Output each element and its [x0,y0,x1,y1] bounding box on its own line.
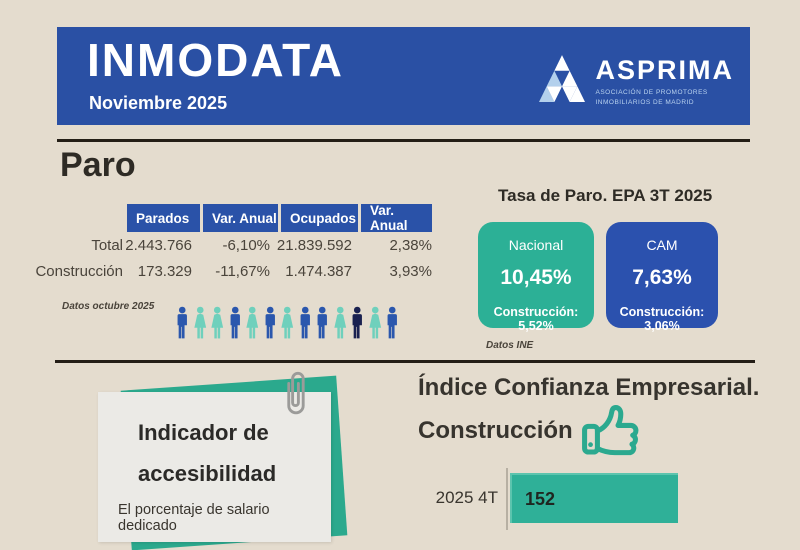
paro-section-title: Paro [60,146,136,184]
confianza-bar: 152 [510,473,678,523]
app-title: INMODATA [87,34,345,86]
card-cam-label: CAM [646,237,678,253]
issue-date: Noviembre 2025 [89,93,228,113]
card-nacional: Nacional 10,45% Construcción: 5,52% [478,222,594,333]
people-pictogram-row [175,304,400,343]
table-cell: 21.839.592 [276,237,352,254]
woman-icon [333,304,348,343]
ine-data-note: Datos INE [486,340,534,351]
man-icon [298,304,313,343]
asprima-logo: ASPRIMA ASOCIACIÓN DE PROMOTORES INMOBIL… [539,53,734,110]
woman-icon [193,304,208,343]
card-nacional-sub: Construcción: 5,52% [493,305,579,333]
divider-top [57,139,750,142]
table-cell: 173.329 [137,263,192,280]
table-header-var-anual-2: Var. Anual [361,203,432,233]
table-cell: -6,10% [222,237,270,254]
bar-category-label: 2025 4T [435,488,498,507]
woman-icon [280,304,295,343]
table-header-ocupados: Ocupados [281,204,358,232]
header-banner: INMODATA Noviembre 2025 ASPRIMA ASOCIACI… [57,27,750,125]
card-cam: CAM 7,63% Construcción: 3,06% [606,222,718,333]
tasa-paro-title: Tasa de Paro. EPA 3T 2025 [498,186,713,205]
man-icon [350,304,365,343]
asprima-logo-text: ASPRIMA ASOCIACIÓN DE PROMOTORES INMOBIL… [595,53,734,108]
woman-icon [245,304,260,343]
table-row-label-construccion: Construcción [35,263,123,280]
table-header-var-anual-1: Var. Anual [203,204,278,232]
asprima-logo-icon [539,53,586,110]
paro-data-note: Datos octubre 2025 [62,301,155,312]
card-cam-value: 7,63% [632,266,692,289]
divider-middle [55,360,755,363]
logo-name: ASPRIMA [595,55,734,85]
confianza-title: Índice Confianza Empresarial. Construcci… [418,374,760,444]
bar-chart-axis [506,468,508,530]
woman-icon [368,304,383,343]
card-nacional-value: 10,45% [500,266,572,289]
bar-value: 152 [525,489,556,509]
table-cell: 1.474.387 [285,263,352,280]
paperclip-icon [283,368,308,427]
thumbs-up-icon [580,400,646,465]
man-icon [385,304,400,343]
accesibilidad-title: Indicador de accesibilidad [138,420,277,486]
table-header-parados: Parados [127,204,200,232]
table-cell: 3,93% [389,263,432,280]
woman-icon [210,304,225,343]
logo-tagline: ASOCIACIÓN DE PROMOTORES INMOBILIARIOS D… [595,89,708,107]
accesibilidad-body: El porcentaje de salario dedicado [118,502,270,534]
table-cell: 2,38% [389,237,432,254]
card-cam-sub: Construcción: 3,06% [619,305,705,333]
man-icon [228,304,243,343]
table-row-label-total: Total [91,237,123,254]
table-cell: -11,67% [215,263,270,280]
table-cell: 2.443.766 [125,237,192,254]
card-nacional-label: Nacional [508,237,564,253]
man-icon [263,304,278,343]
man-icon [315,304,330,343]
man-icon [175,304,190,343]
accesibilidad-card: Indicador de accesibilidad El porcentaje… [98,392,331,542]
